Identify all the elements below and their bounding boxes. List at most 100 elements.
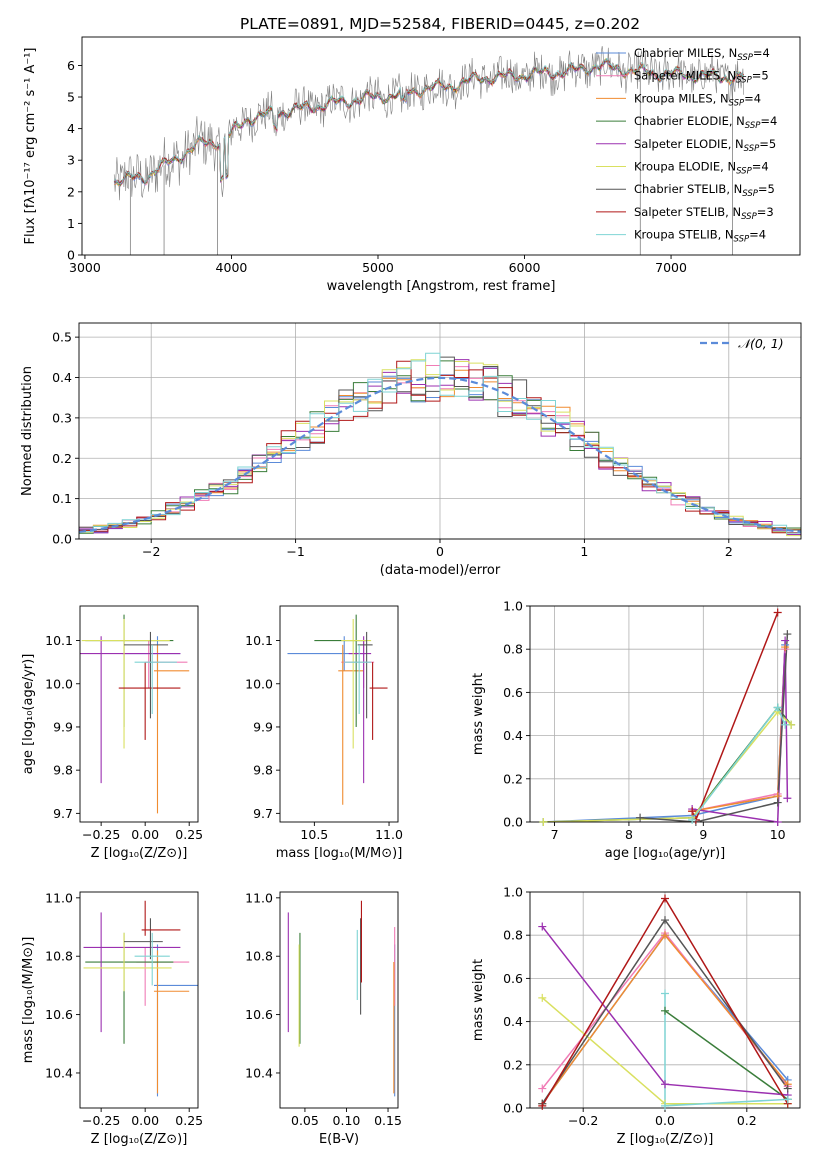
y-tick-label: 10.1 [45,633,73,648]
series-marker [636,813,645,822]
errorbar-point [341,640,375,689]
chart-mass-vs-ebv: 0.05 0.10 0.15 10.4 10.6 10.8 11.0 E(B-V) [245,890,402,1147]
chart-weight-vs-age: 7 8 9 10 0.0 0.2 0.4 0.6 0.8 1.0 age [log₁₀(age/yr… [471,599,801,861]
legend-entry: Kroupa ELODIE, NSSP=4 [634,160,769,177]
x-tick-label: 4000 [216,260,248,275]
x-axis-label: mass [log₁₀(M/M⊙)] [276,846,403,861]
x-tick-label: −0.25 [82,827,120,842]
plot-area [543,612,792,822]
y-tick-label: 1 [67,216,75,231]
spectrum-legend: Chabrier MILES, NSSP=4 Salpeter MILES, NS… [596,46,777,245]
chart-age-vs-z: −0.25 0.00 0.25 9.7 9.8 9.9 10.0 10.1 Z [log₁₀(Z… [21,605,203,861]
y-tick-label: 10.8 [245,949,273,964]
y-tick-label: 3 [67,153,75,168]
plot-area [80,614,190,814]
y-tick-label: 1.0 [503,599,523,614]
x-tick-label: 11.0 [375,827,403,842]
y-tick-label: 0.2 [52,451,72,466]
series-marker [661,916,669,925]
x-tick-label: −2 [142,544,160,559]
y-tick-label: 9.9 [253,719,273,734]
x-tick-label: 10.5 [300,827,328,842]
series-marker [538,922,547,931]
y-axis-label: mass [log₁₀(M/M⊙)] [21,937,36,1064]
series-marker [539,818,548,826]
errorbar-point [369,662,388,740]
series-line [664,1010,789,1101]
series-line [691,612,779,822]
errorbar-point [153,944,198,1097]
y-tick-label: 10.6 [245,1007,273,1022]
series-marker [783,1095,792,1104]
y-axis-label: Normed distribution [20,366,35,496]
x-tick-label: 10 [770,827,786,842]
y-tick-label: 10.0 [245,676,273,691]
x-tick-label: 0.15 [374,1113,402,1128]
errorbar-point [348,636,372,784]
x-tick-label: 7000 [655,260,687,275]
y-tick-label: 0.3 [52,410,72,425]
series-marker [661,894,669,903]
x-axis-label: wavelength [Angstrom, rest frame] [327,279,556,294]
x-tick-label: 0.25 [175,1113,203,1128]
plot-area [287,614,388,805]
legend-entry: Salpeter STELIB, NSSP=3 [634,205,774,222]
x-axis-label: (data-model)/error [380,563,501,578]
axes-frame [79,891,199,1109]
y-tick-label: 0.4 [503,728,523,743]
x-tick-label: −0.2 [568,1113,598,1128]
x-tick-label: 0.0 [655,1113,675,1128]
series-marker [661,1101,669,1110]
y-axis-label: Flux [fλ10⁻¹⁷ erg cm⁻² s⁻¹ A⁻¹] [23,48,38,245]
series-marker [661,1006,669,1015]
errorbar-point [83,932,172,992]
y-tick-label: 9.8 [253,763,273,778]
x-axis-label: Z [log₁₀(Z/Z⊙)] [91,846,188,861]
x-tick-label: −0.25 [82,1113,120,1128]
y-tick-label: 0.1 [52,491,72,506]
x-axis-label: E(B-V) [319,1132,359,1147]
y-tick-label: 5 [67,90,75,105]
x-tick-label: 2 [725,544,733,559]
series-marker [688,815,697,824]
errorbar-point [85,932,174,1044]
series-marker [783,1084,792,1093]
axes-frame [279,605,399,823]
x-tick-label: 3000 [69,260,101,275]
y-tick-label: 10.0 [45,676,73,691]
y-tick-label: 11.0 [45,890,73,905]
y-tick-label: 9.8 [53,763,73,778]
y-tick-label: 0.8 [503,642,523,657]
plot-area [113,46,745,255]
series-marker [783,630,792,639]
y-tick-label: 0.5 [52,330,72,345]
x-axis-label: Z [log₁₀(Z/Z⊙)] [617,1132,714,1147]
legend-entry: Chabrier STELIB, NSSP=5 [634,182,775,199]
y-tick-label: 0.0 [503,1101,523,1116]
series-marker [661,989,669,998]
gaussian-legend-label: 𝒩(0, 1) [738,336,784,351]
x-tick-label: 9 [699,827,707,842]
series-line [691,649,786,812]
x-tick-label: 1 [580,544,588,559]
legend-entry: Chabrier MILES, NSSP=4 [634,46,770,63]
y-tick-label: 0.6 [503,971,523,986]
y-tick-label: 11.0 [245,890,273,905]
errorbar-point [118,662,181,740]
y-tick-label: 0.0 [52,532,72,547]
series-marker [538,993,547,1002]
errorbar-point [124,918,163,960]
y-axis-label: mass weight [471,673,486,755]
x-tick-label: 5000 [362,260,394,275]
y-tick-label: 9.7 [253,806,273,821]
errorbar-point [81,618,170,749]
errorbar-point [134,932,170,986]
y-tick-label: 0.2 [503,771,523,786]
errorbar-point [141,900,181,936]
x-tick-label: 0.05 [291,1113,319,1128]
y-tick-label: 10.1 [245,633,273,648]
y-axis-label: age [log₁₀(age/yr)] [21,654,36,775]
x-tick-label: 0.25 [175,827,203,842]
y-axis-label: mass weight [471,959,486,1041]
